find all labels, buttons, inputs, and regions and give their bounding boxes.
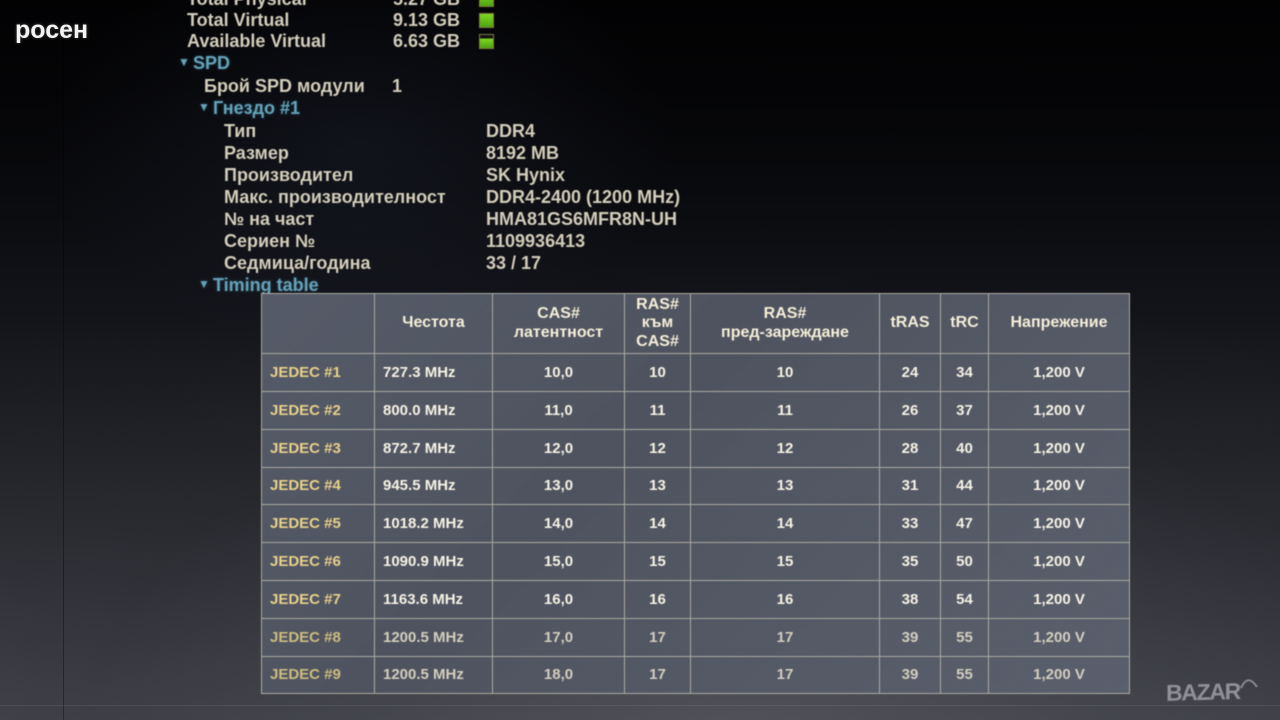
svg-text:BAZAR: BAZAR: [1166, 678, 1242, 706]
